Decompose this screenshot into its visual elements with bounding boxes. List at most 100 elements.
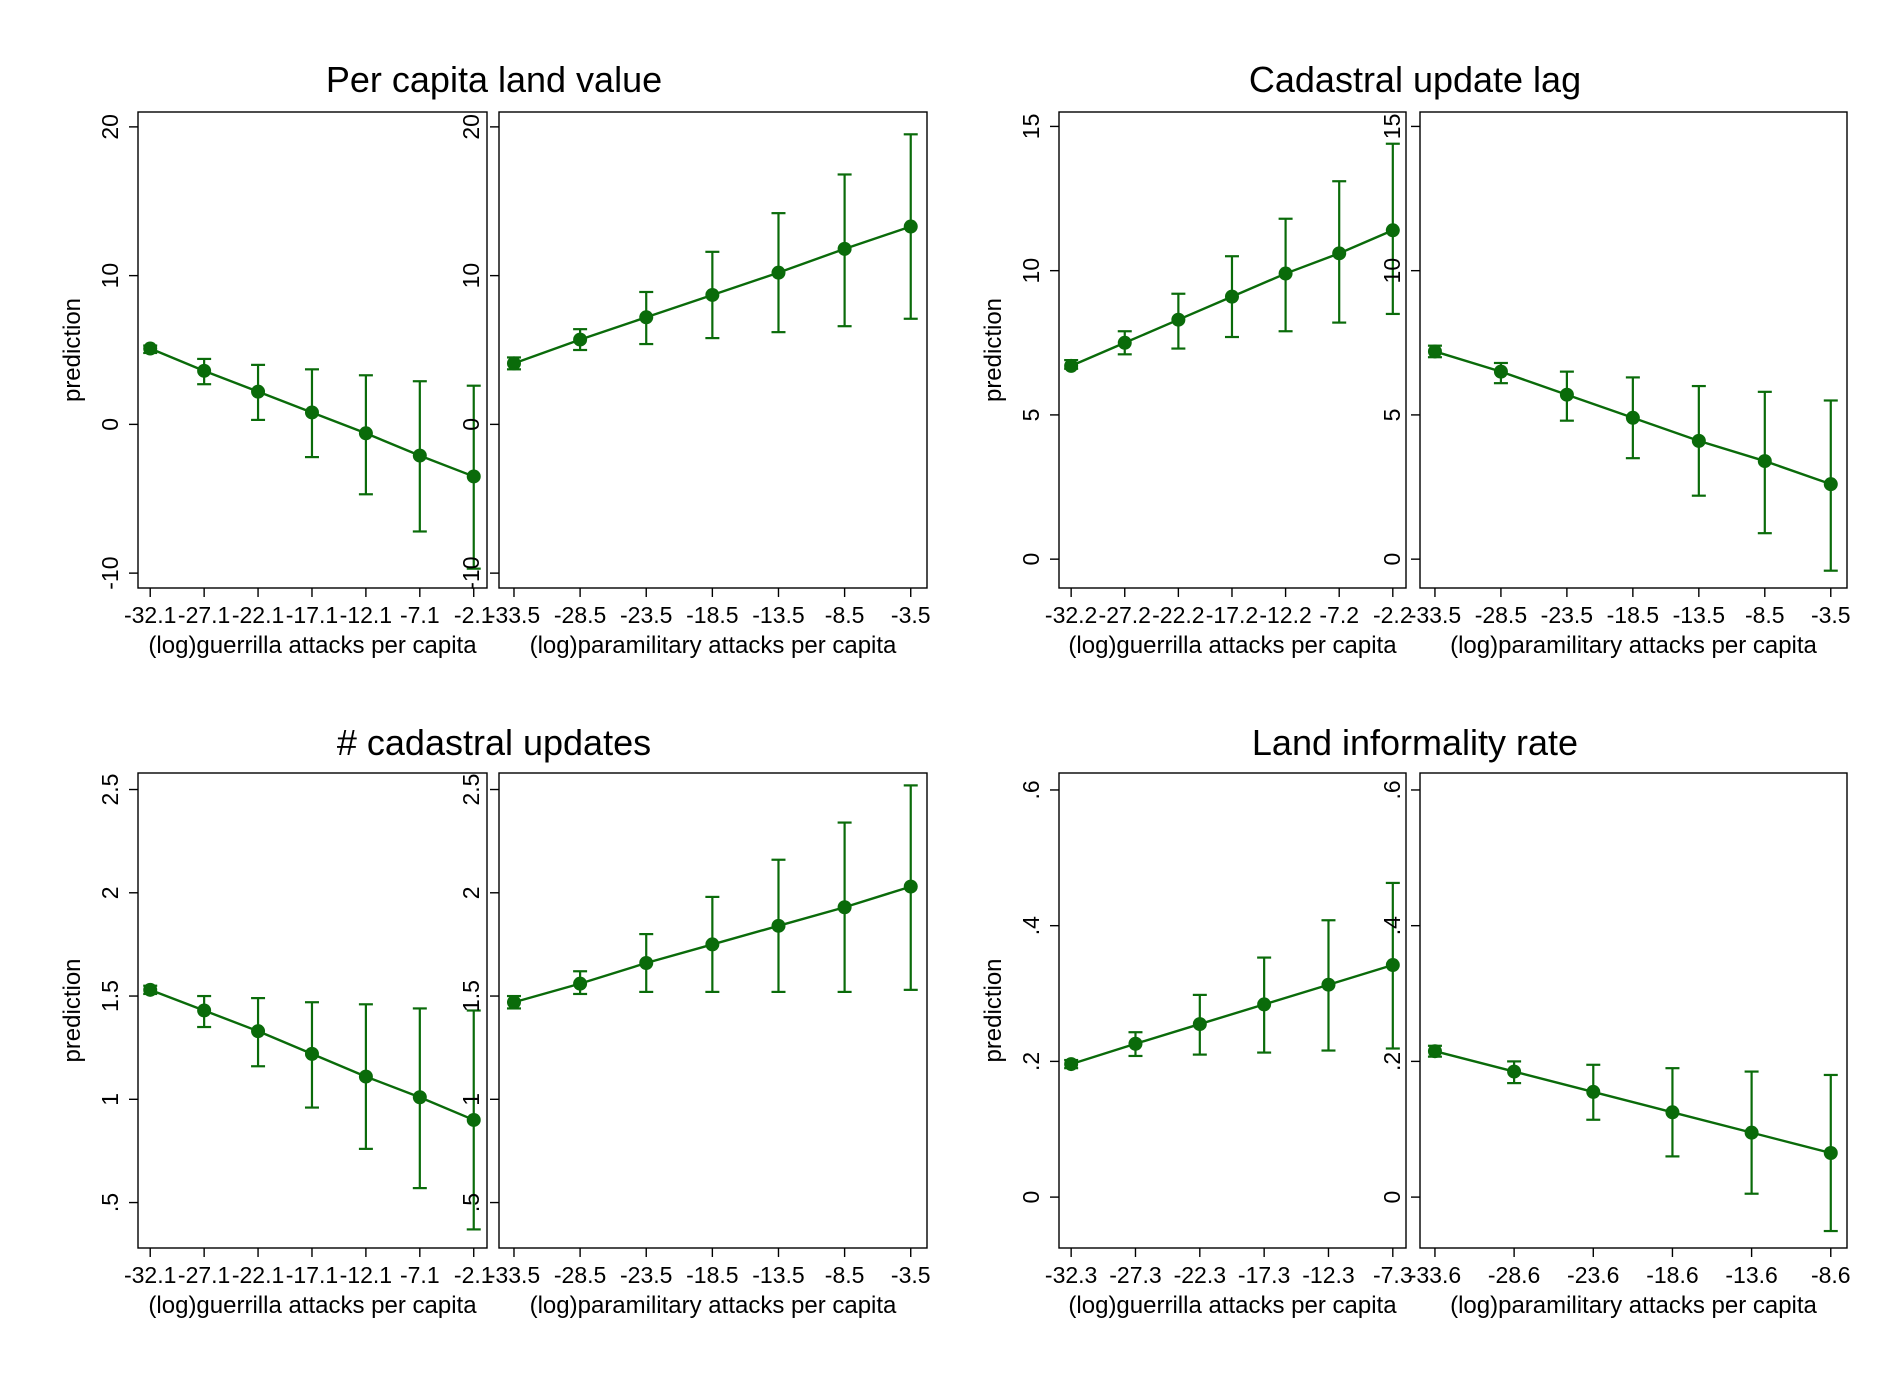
- x-tick-label: -32.2: [1045, 602, 1097, 628]
- x-tick-label: -7.3: [1373, 1262, 1413, 1288]
- y-tick-label: .4: [1018, 916, 1044, 935]
- x-tick-label: -23.5: [1541, 602, 1593, 628]
- y-tick-label: 10: [1018, 258, 1044, 284]
- prediction-point: [304, 405, 319, 420]
- x-tick-label: -22.1: [232, 602, 284, 628]
- y-tick-label: 0: [1379, 1191, 1405, 1204]
- x-tick-label: -33.5: [488, 602, 540, 628]
- x-tick-label: -28.5: [1475, 602, 1527, 628]
- prediction-point: [1757, 454, 1772, 469]
- x-axis-label: (log)paramilitary attacks per capita: [1450, 1292, 1817, 1319]
- prediction-point: [304, 1046, 319, 1061]
- chart-title: Cadastral update lag: [1249, 59, 1581, 100]
- y-tick-label: .5: [458, 1193, 484, 1212]
- y-tick-label: .2: [1379, 1052, 1405, 1071]
- prediction-point: [466, 1112, 481, 1127]
- prediction-point: [412, 448, 427, 463]
- x-axis-label: (log)guerrilla attacks per capita: [1068, 1292, 1397, 1319]
- x-tick-label: -8.6: [1811, 1262, 1851, 1288]
- prediction-line: [1070, 963, 1394, 1066]
- y-tick-label: 20: [458, 114, 484, 140]
- y-axis-label: prediction: [980, 298, 1007, 402]
- prediction-point: [1427, 1044, 1442, 1059]
- x-tick-label: -23.5: [620, 602, 672, 628]
- y-tick-label: .5: [97, 1193, 123, 1212]
- x-tick-label: -2.1: [454, 602, 494, 628]
- prediction-point: [1385, 958, 1400, 973]
- prediction-point: [1744, 1125, 1759, 1140]
- x-tick-label: -22.1: [232, 1262, 284, 1288]
- x-tick-label: -13.6: [1725, 1262, 1777, 1288]
- prediction-point: [771, 918, 786, 933]
- prediction-point: [358, 1069, 373, 1084]
- prediction-point: [1064, 1057, 1079, 1072]
- chart-title: Per capita land value: [326, 59, 662, 100]
- plot-frame: [1419, 111, 1848, 589]
- x-tick-label: -3.5: [891, 1262, 931, 1288]
- prediction-point: [1625, 410, 1640, 425]
- prediction-point: [143, 982, 158, 997]
- prediction-point: [705, 287, 720, 302]
- x-axis-label: (log)guerrilla attacks per capita: [1068, 632, 1397, 659]
- x-tick-label: -8.5: [825, 602, 865, 628]
- y-tick-label: 20: [97, 114, 123, 140]
- x-tick-label: -32.1: [124, 602, 176, 628]
- x-tick-label: -12.2: [1259, 602, 1311, 628]
- prediction-point: [1385, 223, 1400, 238]
- y-axis-label: prediction: [980, 958, 1007, 1062]
- x-tick-label: -17.2: [1206, 602, 1258, 628]
- x-tick-label: -3.5: [1811, 602, 1851, 628]
- y-tick-label: 1.5: [458, 980, 484, 1012]
- y-tick-label: 0: [1018, 553, 1044, 566]
- y-tick-label: .2: [1018, 1052, 1044, 1071]
- prediction-point: [837, 241, 852, 256]
- x-tick-label: -32.3: [1045, 1262, 1097, 1288]
- y-tick-label: 5: [1018, 409, 1044, 422]
- prediction-point: [771, 265, 786, 280]
- plot-frame: [1058, 111, 1407, 589]
- prediction-point: [1064, 358, 1079, 373]
- y-tick-label: .6: [1379, 780, 1405, 799]
- plot-frame: [1058, 772, 1407, 1249]
- plot-frame: [498, 111, 928, 589]
- x-tick-label: -2.2: [1373, 602, 1413, 628]
- x-tick-label: -23.6: [1567, 1262, 1619, 1288]
- prediction-point: [903, 219, 918, 234]
- chart-title: # cadastral updates: [337, 722, 651, 763]
- x-tick-label: -27.1: [178, 1262, 230, 1288]
- y-tick-label: 15: [1379, 114, 1405, 140]
- y-tick-label: 5: [1379, 409, 1405, 422]
- x-tick-label: -17.3: [1238, 1262, 1290, 1288]
- x-tick-label: -12.3: [1302, 1262, 1354, 1288]
- y-axis-label: prediction: [59, 958, 86, 1062]
- x-tick-label: -7.2: [1319, 602, 1359, 628]
- x-tick-label: -27.1: [178, 602, 230, 628]
- x-tick-label: -27.2: [1099, 602, 1151, 628]
- prediction-point: [705, 937, 720, 952]
- x-tick-label: -8.5: [825, 1262, 865, 1288]
- y-tick-label: 0: [1379, 553, 1405, 566]
- prediction-point: [1117, 335, 1132, 350]
- y-tick-label: 1: [458, 1093, 484, 1106]
- y-axis-label: prediction: [59, 298, 86, 402]
- prediction-point: [639, 956, 654, 970]
- plot-frame: [498, 772, 928, 1249]
- prediction-point: [1278, 266, 1293, 281]
- prediction-point: [1128, 1036, 1143, 1051]
- prediction-point: [1691, 433, 1706, 448]
- prediction-point: [466, 469, 481, 484]
- x-tick-label: -33.6: [1409, 1262, 1461, 1288]
- prediction-point: [1507, 1064, 1522, 1079]
- y-tick-label: 2: [97, 886, 123, 899]
- x-tick-label: -22.3: [1174, 1262, 1226, 1288]
- prediction-point: [251, 384, 266, 399]
- prediction-point: [1321, 977, 1336, 992]
- prediction-point: [1257, 997, 1272, 1012]
- x-tick-label: -8.5: [1745, 602, 1785, 628]
- x-tick-label: -33.5: [1409, 602, 1461, 628]
- chart-title: Land informality rate: [1252, 722, 1578, 763]
- plot-frame: [137, 111, 488, 589]
- y-tick-label: 15: [1018, 114, 1044, 140]
- y-tick-label: 10: [1379, 258, 1405, 284]
- prediction-point: [1665, 1105, 1680, 1120]
